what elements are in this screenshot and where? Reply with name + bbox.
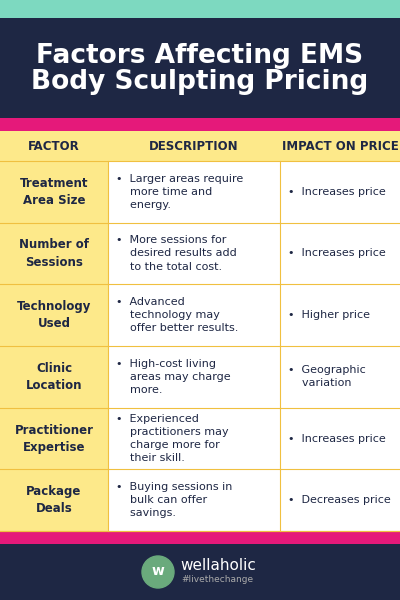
- Bar: [280, 223, 400, 284]
- Text: •  Advanced
    technology may
    offer better results.: • Advanced technology may offer better r…: [116, 297, 238, 334]
- Text: wellaholic: wellaholic: [180, 559, 256, 574]
- Bar: [108, 161, 280, 223]
- Bar: [280, 407, 400, 469]
- Text: Clinic
Location: Clinic Location: [26, 362, 82, 392]
- Bar: [280, 284, 400, 346]
- Text: •  Buying sessions in
    bulk can offer
    savings.: • Buying sessions in bulk can offer savi…: [116, 482, 232, 518]
- Bar: [0, 544, 400, 600]
- Bar: [0, 223, 108, 284]
- Text: IMPACT ON PRICE: IMPACT ON PRICE: [282, 139, 398, 152]
- Text: Body Sculpting Pricing: Body Sculpting Pricing: [31, 69, 369, 95]
- Text: •  Higher price: • Higher price: [288, 310, 370, 320]
- Bar: [108, 469, 280, 531]
- Bar: [0, 531, 400, 544]
- Bar: [280, 161, 400, 223]
- Text: #livethechange: #livethechange: [181, 575, 253, 584]
- Text: •  Increases price: • Increases price: [288, 187, 386, 197]
- Bar: [0, 118, 400, 131]
- Bar: [108, 223, 280, 284]
- Text: Package
Deals: Package Deals: [26, 485, 82, 515]
- Text: Treatment
Area Size: Treatment Area Size: [20, 177, 88, 207]
- Bar: [280, 469, 400, 531]
- Text: DESCRIPTION: DESCRIPTION: [149, 139, 239, 152]
- Text: •  High-cost living
    areas may charge
    more.: • High-cost living areas may charge more…: [116, 359, 231, 395]
- Bar: [0, 346, 108, 407]
- Bar: [108, 284, 280, 346]
- Bar: [0, 407, 108, 469]
- Text: •  More sessions for
    desired results add
    to the total cost.: • More sessions for desired results add …: [116, 235, 237, 272]
- Text: •  Increases price: • Increases price: [288, 433, 386, 443]
- Bar: [0, 131, 400, 161]
- Text: Factors Affecting EMS: Factors Affecting EMS: [36, 43, 364, 69]
- Bar: [0, 469, 108, 531]
- Bar: [0, 284, 108, 346]
- Text: •  Experienced
    practitioners may
    charge more for
    their skill.: • Experienced practitioners may charge m…: [116, 414, 229, 463]
- Bar: [108, 407, 280, 469]
- Text: •  Decreases price: • Decreases price: [288, 495, 391, 505]
- Text: FACTOR: FACTOR: [28, 139, 80, 152]
- Bar: [0, 0, 400, 18]
- Text: Number of
Sessions: Number of Sessions: [19, 238, 89, 269]
- Text: Technology
Used: Technology Used: [17, 300, 91, 330]
- Text: •  Geographic
    variation: • Geographic variation: [288, 365, 366, 388]
- Bar: [280, 346, 400, 407]
- Bar: [0, 161, 108, 223]
- Text: w: w: [152, 564, 164, 578]
- Bar: [0, 18, 400, 118]
- Bar: [108, 346, 280, 407]
- Text: •  Increases price: • Increases price: [288, 248, 386, 259]
- Circle shape: [142, 556, 174, 588]
- Text: Practitioner
Expertise: Practitioner Expertise: [14, 424, 94, 454]
- Text: •  Larger areas require
    more time and
    energy.: • Larger areas require more time and ene…: [116, 173, 243, 210]
